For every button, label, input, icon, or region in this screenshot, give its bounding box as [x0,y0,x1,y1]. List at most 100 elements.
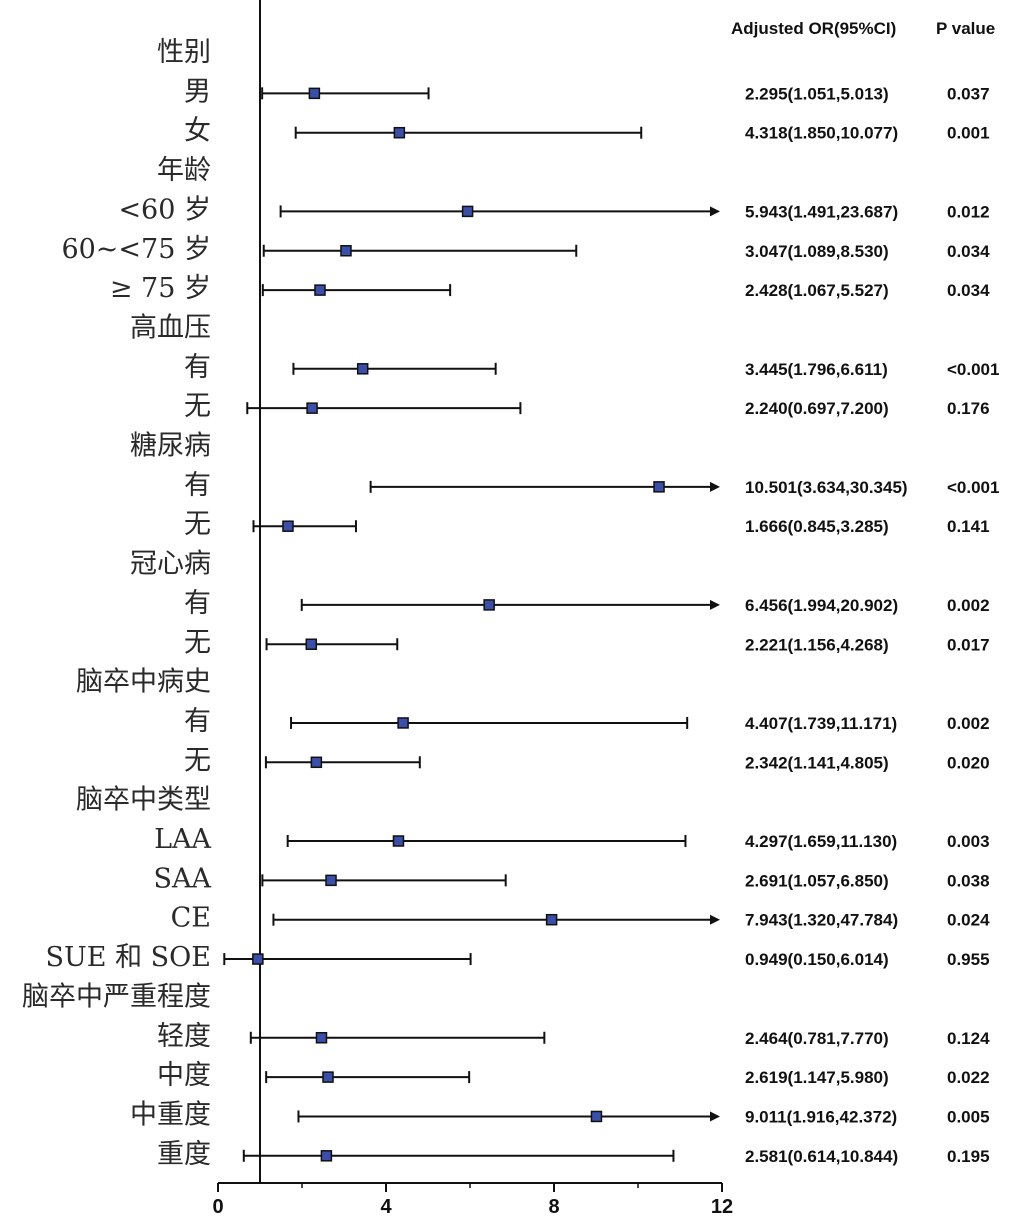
or-point-marker [282,520,294,532]
x-tick-label: 0 [212,1196,223,1218]
or-point-marker [397,717,409,729]
p-value: 0.034 [947,242,990,261]
group-row: 脑卒中病史 [76,667,211,698]
or-point-marker [252,953,264,965]
row-label: 女 [184,116,211,147]
estimate-row: 中重度 9.011(1.916,42.372) 0.005 [130,1099,990,1130]
row-label: 有 [184,352,211,383]
or-point-marker [392,835,405,847]
row-label: 60~<75 岁 [61,234,211,265]
estimate-row: LAA 4.297(1.659,11.130) 0.003 [154,824,989,855]
group-label: 脑卒中严重程度 [22,981,211,1012]
or-ci-value: 2.619(1.147,5.980) [745,1068,889,1087]
or-point-marker [314,284,326,296]
group-row: 糖尿病 [130,431,211,462]
x-tick-label: 8 [548,1196,559,1218]
estimate-row: 无 2.342(1.141,4.805) 0.020 [184,745,990,776]
estimate-row: ≥ 75 岁 2.428(1.067,5.527) 0.034 [110,273,990,304]
row-label: SAA [154,863,212,894]
group-row: 脑卒中类型 [76,785,211,816]
row-label: 有 [184,470,211,501]
group-label: 高血压 [130,312,211,343]
p-value: 0.012 [947,202,990,221]
estimate-row: 无 2.240(0.697,7.200) 0.176 [184,391,990,422]
row-label: 无 [184,509,211,540]
or-point-marker [461,205,474,218]
x-tick-label: 4 [380,1196,392,1218]
p-value: 0.034 [947,281,990,300]
or-point-marker [305,638,318,650]
or-point-marker [356,363,369,375]
or-point-marker [315,1032,328,1044]
p-value: <0.001 [947,360,999,379]
estimate-row: SAA 2.691(1.057,6.850) 0.038 [154,863,990,894]
estimate-row: 无 1.666(0.845,3.285) 0.141 [184,509,990,540]
or-ci-value: 10.501(3.634,30.345) [745,478,908,497]
plot-area: 0 4 8 12 性别男 2.295(1.051,5.013) 0.037 女 4.318(1.… [22,0,999,1218]
row-label: 无 [184,627,211,658]
or-point-marker [322,1071,334,1083]
p-value: 0.003 [947,832,990,851]
header-or-label: Adjusted OR(95%CI) [731,19,896,38]
or-ci-value: 2.240(0.697,7.200) [745,399,889,418]
p-value: 0.002 [947,596,990,615]
estimate-row: 有 3.445(1.796,6.611) <0.001 [184,352,999,383]
row-label: 中重度 [130,1099,211,1130]
group-label: 脑卒中类型 [76,785,211,816]
p-value: 0.017 [947,635,990,654]
estimate-row: 60~<75 岁 3.047(1.089,8.530) 0.034 [61,234,990,265]
or-point-marker [393,126,406,139]
p-value: 0.176 [947,399,990,418]
estimate-row: 重度 2.581(0.614,10.844) 0.195 [157,1139,990,1170]
or-ci-value: 2.428(1.067,5.527) [745,281,889,300]
group-label: 糖尿病 [130,431,211,462]
or-point-marker [310,756,323,769]
or-ci-value: 9.011(1.916,42.372) [745,1107,897,1126]
row-label: <60 岁 [118,194,211,225]
group-row: 年龄 [157,155,211,186]
estimate-row: 中度 2.619(1.147,5.980) 0.022 [157,1060,990,1091]
or-point-marker [545,913,558,926]
group-label: 冠心病 [130,549,211,580]
p-value: 0.124 [947,1029,990,1048]
p-value: 0.038 [947,871,990,890]
estimate-row: CE 7.943(1.320,47.784) 0.024 [171,903,990,934]
or-ci-value: 2.295(1.051,5.013) [745,84,889,103]
row-label: LAA [154,824,211,855]
or-point-marker [653,481,665,493]
estimate-row: 有 10.501(3.634,30.345) <0.001 [184,470,999,501]
or-ci-value: 0.949(0.150,6.014) [745,950,889,969]
estimate-row: 有 4.407(1.739,11.171) 0.002 [184,706,990,737]
estimate-row: 无 2.221(1.156,4.268) 0.017 [184,627,990,658]
p-value: 0.001 [947,124,990,143]
or-ci-value: 3.445(1.796,6.611) [745,360,888,379]
or-ci-value: 2.581(0.614,10.844) [745,1147,898,1166]
or-point-marker [320,1150,333,1162]
or-point-marker [340,245,352,257]
estimate-row: 轻度 2.464(0.781,7.770) 0.124 [157,1021,990,1052]
row-label: 男 [184,76,211,107]
row-label: 轻度 [157,1021,211,1052]
estimate-row: 男 2.295(1.051,5.013) 0.037 [184,76,990,107]
or-ci-value: 2.691(1.057,6.850) [745,871,889,890]
group-row: 脑卒中严重程度 [22,981,211,1012]
or-ci-value: 7.943(1.320,47.784) [745,911,898,930]
p-value: 0.141 [947,517,990,536]
or-ci-value: 3.047(1.089,8.530) [745,242,889,261]
group-label: 性别 [157,37,211,68]
row-label: 有 [184,706,211,737]
row-label: ≥ 75 岁 [110,273,211,304]
p-value: 0.195 [947,1147,990,1166]
or-ci-value: 4.318(1.850,10.077) [745,124,898,143]
group-label: 年龄 [157,155,211,186]
p-value: <0.001 [947,478,999,497]
p-value: 0.020 [947,753,990,772]
or-ci-value: 6.456(1.994,20.902) [745,596,898,615]
or-ci-value: 2.221(1.156,4.268) [745,635,889,654]
group-row: 性别 [157,37,211,68]
or-ci-value: 2.464(0.781,7.770) [745,1029,889,1048]
group-row: 冠心病 [130,549,211,580]
or-ci-value: 1.666(0.845,3.285) [745,517,889,536]
p-value: 0.022 [947,1068,990,1087]
row-label: 中度 [157,1060,211,1091]
